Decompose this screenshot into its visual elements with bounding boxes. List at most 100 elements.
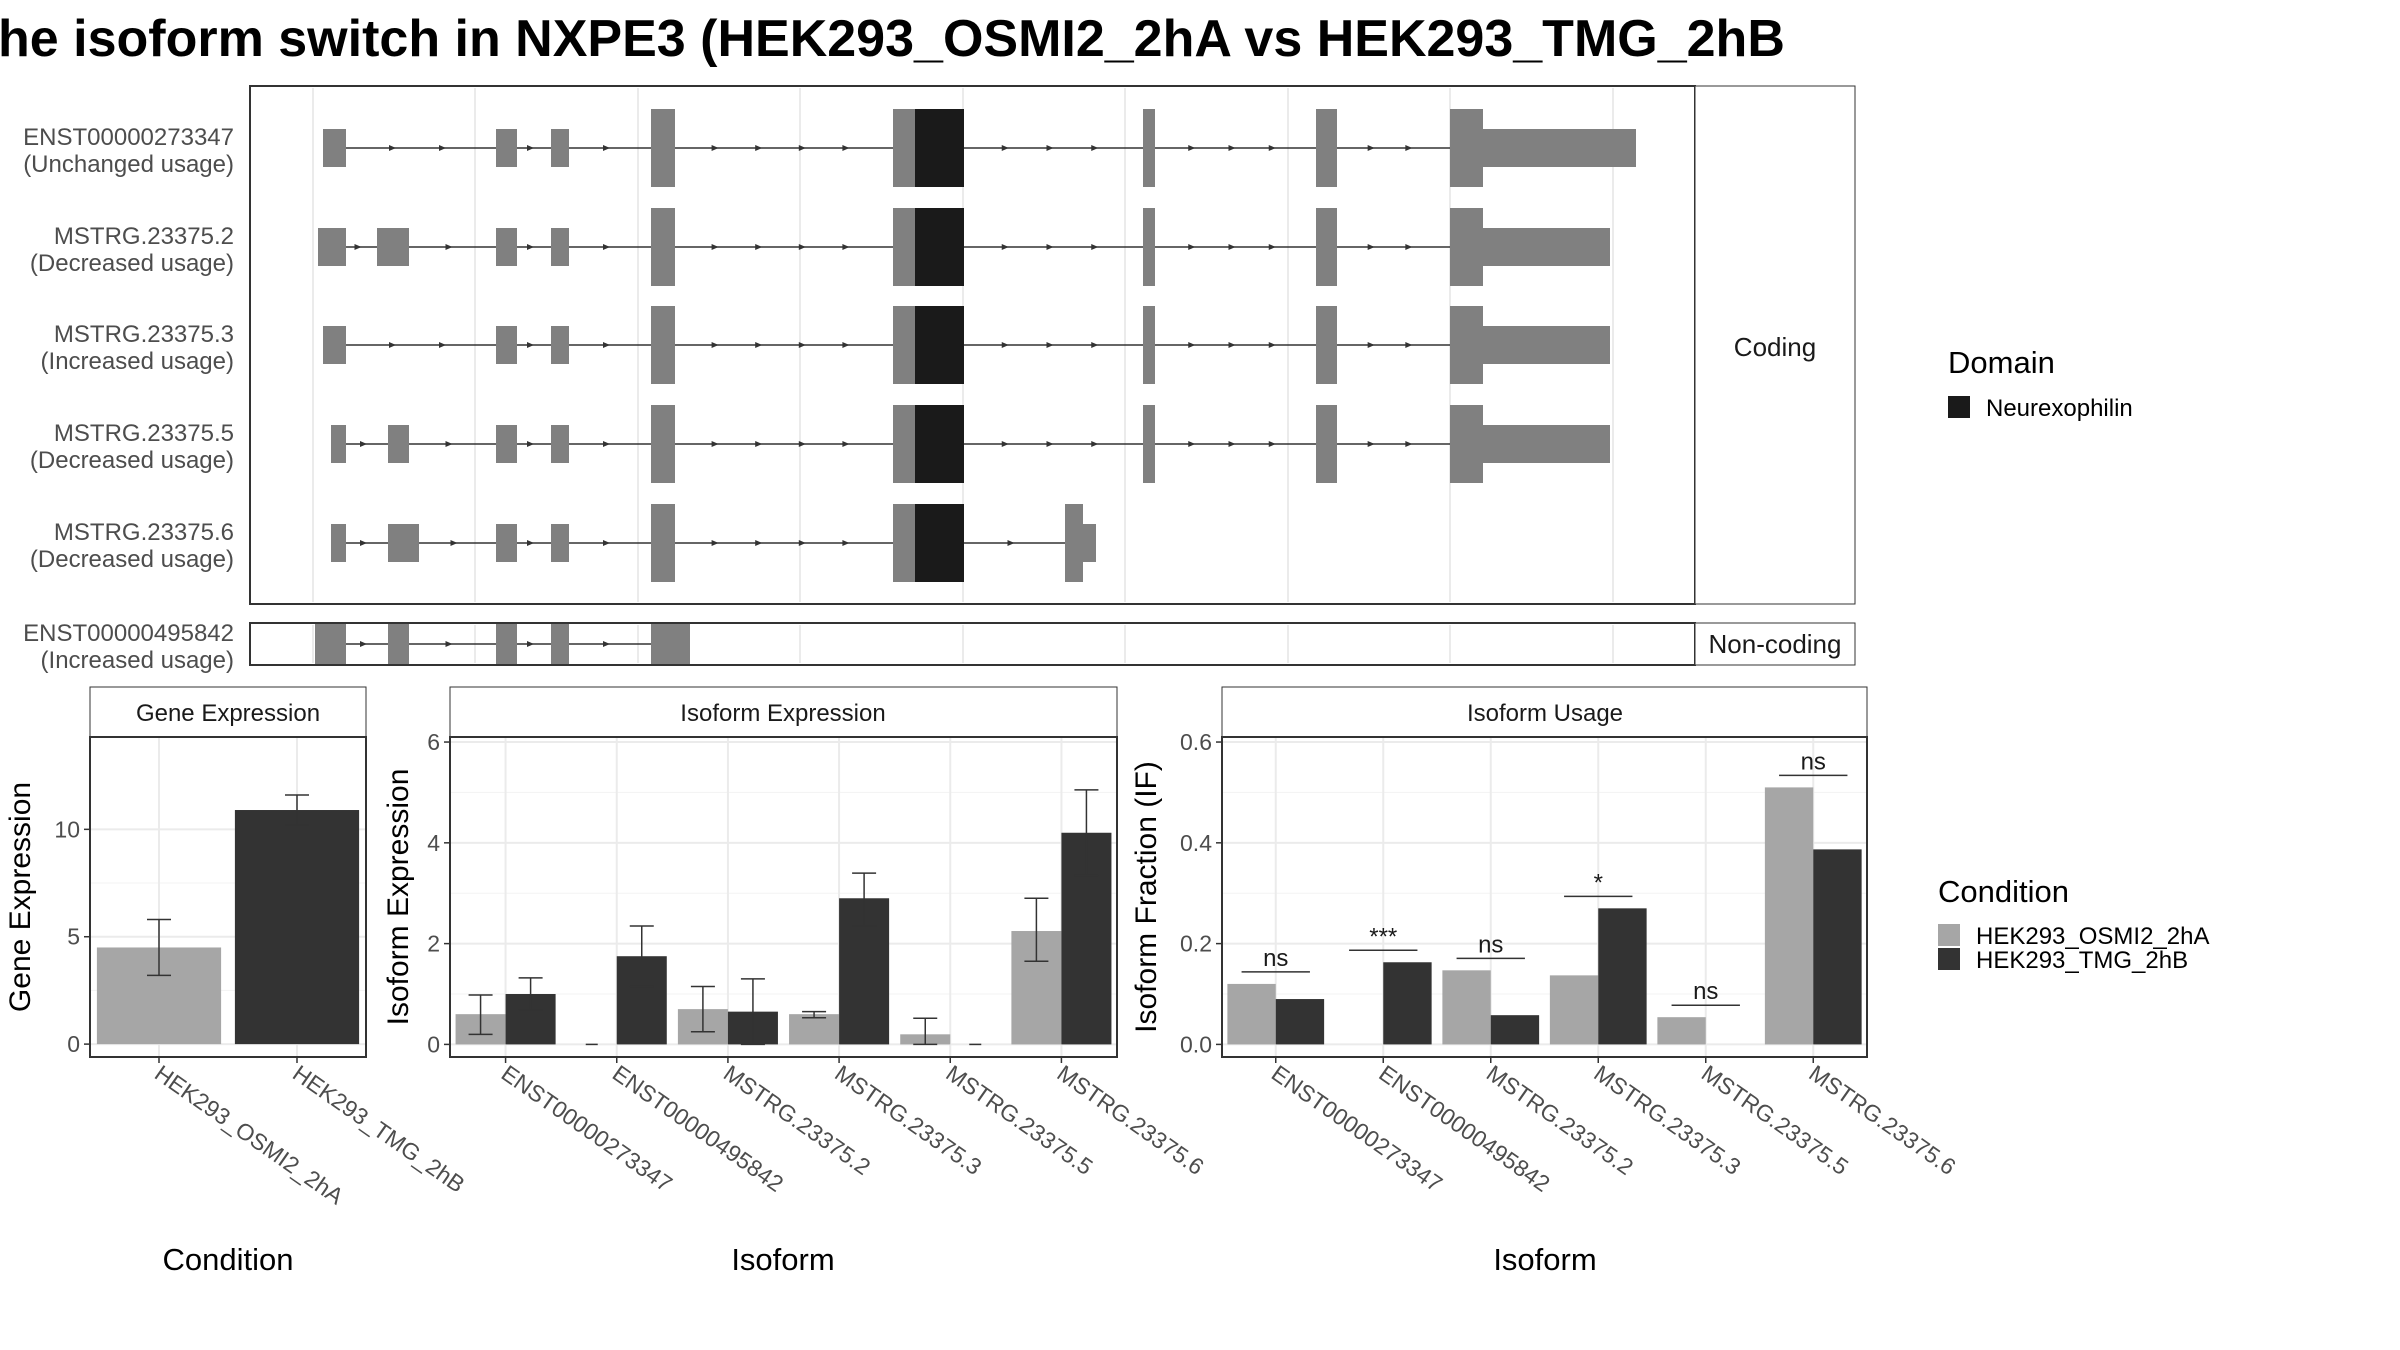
strand-arrow — [1228, 441, 1236, 447]
panel-strip — [89, 686, 367, 738]
strand-arrow — [360, 641, 367, 647]
strand-arrow — [711, 441, 719, 447]
condition-legend-swatch-a — [1938, 924, 1960, 946]
strand-arrow — [1268, 441, 1276, 447]
transcript-id-label: MSTRG.23375.2 — [54, 223, 234, 250]
strand-arrow — [603, 641, 610, 647]
noncoding-facet-label: Non-coding — [1709, 629, 1842, 659]
exon-block — [1450, 109, 1483, 187]
bar — [1383, 962, 1432, 1045]
strand-arrow — [603, 540, 610, 546]
strand-arrow — [1405, 145, 1413, 151]
exon-block — [1316, 109, 1337, 187]
strand-arrow — [842, 441, 850, 447]
exon-block — [1483, 228, 1610, 266]
exon-block — [1450, 306, 1483, 384]
strand-arrow — [445, 641, 453, 647]
strand-arrow — [439, 145, 446, 151]
strand-arrow — [798, 342, 806, 348]
exon-block — [1143, 208, 1155, 286]
strand-arrow — [1228, 244, 1236, 250]
strand-arrow — [1001, 244, 1009, 250]
strand-arrow — [527, 145, 534, 151]
y-tick-label: 0 — [67, 1031, 80, 1057]
strand-arrow — [755, 244, 763, 250]
condition-legend: Condition HEK293_OSMI2_2hA HEK293_TMG_2h… — [1938, 874, 2209, 974]
neurexophilin-domain — [915, 208, 964, 286]
strand-arrow — [389, 342, 396, 348]
exon-block — [651, 624, 690, 664]
significance-label: ns — [1263, 945, 1288, 972]
strand-arrow — [798, 244, 806, 250]
strand-arrow — [1046, 441, 1054, 447]
y-tick-label: 2 — [427, 931, 440, 957]
exon-block — [1316, 306, 1337, 384]
y-tick-label: 0.4 — [1180, 830, 1212, 856]
strand-arrow — [1046, 145, 1054, 151]
strand-arrow — [360, 540, 367, 546]
exon-block — [388, 524, 419, 562]
significance-label: ns — [1478, 931, 1503, 958]
exon-block — [551, 228, 569, 266]
y-tick-label: 5 — [67, 924, 80, 950]
bar — [1549, 975, 1599, 1045]
bar — [1598, 908, 1647, 1045]
strand-arrow — [842, 244, 850, 250]
strand-arrow — [755, 540, 763, 546]
strand-arrow — [1405, 244, 1413, 250]
domain-legend-title: Domain — [1948, 345, 2055, 380]
strand-arrow — [1405, 342, 1413, 348]
strand-arrow — [1367, 244, 1375, 250]
exon-block — [318, 228, 346, 266]
strand-arrow — [445, 244, 453, 250]
exon-block — [496, 129, 517, 167]
exon-block — [331, 425, 346, 463]
bar — [234, 810, 360, 1045]
condition-legend-label: HEK293_OSMI2_2hA — [1976, 923, 2209, 950]
strand-arrow — [527, 441, 534, 447]
exon-utr — [651, 129, 667, 167]
exon-block — [1065, 504, 1083, 582]
y-axis-title: Isoform Fraction (IF) — [1130, 761, 1163, 1033]
strand-arrow — [842, 342, 850, 348]
exon-block — [323, 129, 346, 167]
y-tick-label: 0.0 — [1180, 1031, 1212, 1057]
exon-block — [1483, 129, 1636, 167]
noncoding-facet-strip — [1694, 622, 1856, 666]
condition-legend-title: Condition — [1938, 874, 2069, 909]
exon-utr — [651, 326, 667, 364]
exon-block — [331, 524, 346, 562]
strand-arrow — [1188, 244, 1196, 250]
exon-block — [496, 425, 517, 463]
bar — [1227, 983, 1276, 1045]
exon-block — [1450, 208, 1483, 286]
x-axis-title: Isoform — [731, 1242, 834, 1277]
strand-arrow — [1228, 145, 1236, 151]
panel-strip — [1221, 686, 1868, 738]
exon-block — [388, 425, 409, 463]
bar — [1490, 1015, 1540, 1045]
isoform-usage-plot: 0.00.20.40.6nsENST00000273347***ENST0000… — [1180, 729, 1961, 1197]
transcript-usage-label: (Increased usage) — [41, 348, 234, 375]
transcript-usage-label: (Decreased usage) — [30, 250, 234, 277]
condition-legend-swatch-b — [1938, 948, 1960, 970]
y-tick-label: 0.6 — [1180, 729, 1212, 755]
strand-arrow — [1188, 342, 1196, 348]
neurexophilin-domain — [915, 504, 964, 582]
exon-block — [1450, 405, 1483, 483]
exon-block — [323, 326, 346, 364]
transcript-structure-panel: Coding Non-coding ENST00000273347 (Uncha… — [23, 85, 1856, 674]
panel-strip — [449, 686, 1118, 738]
exon-utr — [651, 524, 667, 562]
bar — [1764, 787, 1814, 1045]
x-axis-title: Isoform — [1493, 1242, 1596, 1277]
domain-legend: Domain Neurexophilin — [1948, 345, 2133, 422]
exon-utr — [651, 228, 667, 266]
significance-label: * — [1594, 869, 1603, 896]
domain-legend-label: Neurexophilin — [1986, 395, 2133, 422]
strand-arrow — [755, 145, 763, 151]
exon-block — [496, 524, 517, 562]
panel-title: Isoform Usage — [1467, 700, 1623, 727]
exon-block — [496, 624, 517, 664]
strand-arrow — [1228, 342, 1236, 348]
